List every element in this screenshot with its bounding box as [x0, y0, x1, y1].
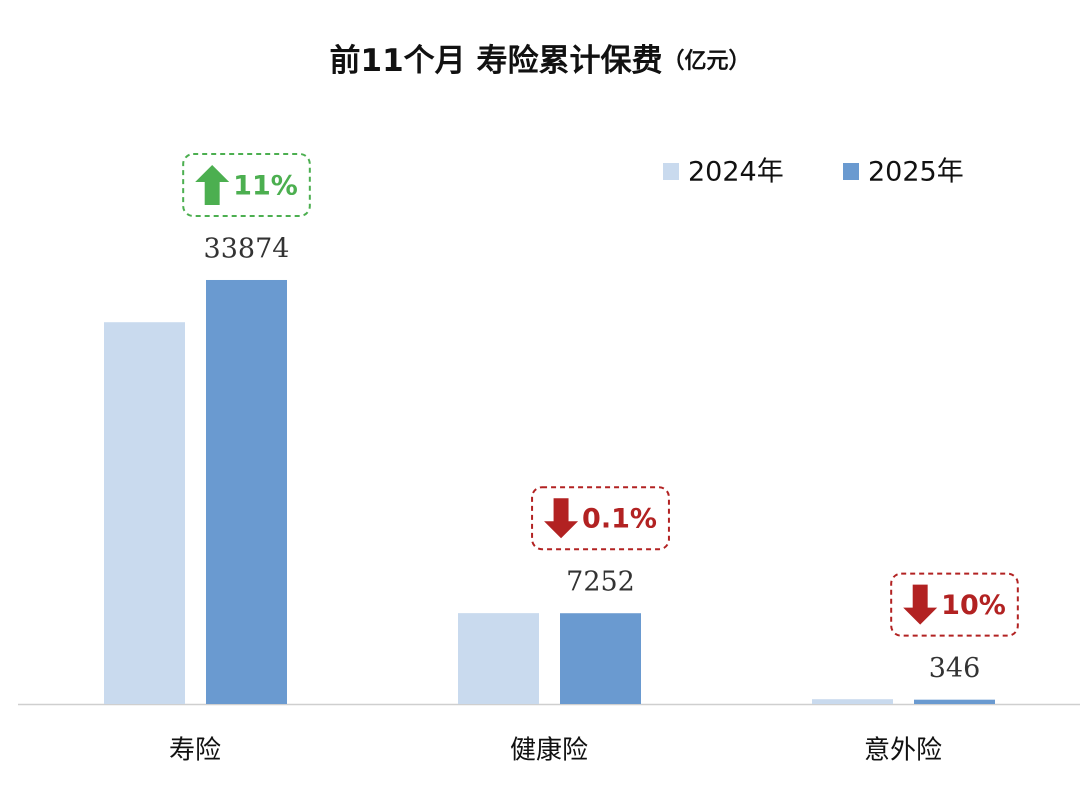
bar [560, 613, 641, 704]
chart-unit: （亿元） [662, 49, 750, 74]
value-label: 7252 [566, 567, 635, 598]
chart-title: 前11个月 寿险累计保费 [330, 43, 663, 79]
bar [812, 699, 893, 704]
value-label: 33874 [204, 233, 290, 264]
change-arrow [195, 164, 230, 205]
bar [104, 322, 185, 704]
change-arrow [544, 498, 579, 539]
chart-title-group: 前11个月 寿险累计保费（亿元） [330, 43, 751, 79]
x-tick-label: 寿险 [169, 736, 221, 766]
change-badge: 10% [890, 572, 1019, 637]
change-label: 11% [233, 170, 298, 201]
change-label: 10% [941, 590, 1006, 621]
legend-swatch [663, 163, 679, 180]
legend-label: 2025年 [868, 157, 964, 188]
change-label: 0.1% [582, 504, 657, 535]
value-label: 346 [929, 653, 981, 684]
change-arrow [903, 584, 938, 625]
change-box [531, 486, 670, 551]
bar [206, 279, 287, 704]
legend-label: 2024年 [688, 157, 784, 188]
change-badge: 0.1% [531, 486, 670, 551]
bar [458, 613, 539, 704]
x-tick-label: 意外险 [864, 736, 942, 766]
legend-swatch [843, 163, 859, 180]
bar [914, 699, 995, 704]
x-tick-label: 健康险 [510, 736, 588, 766]
change-badge: 11% [182, 152, 311, 217]
